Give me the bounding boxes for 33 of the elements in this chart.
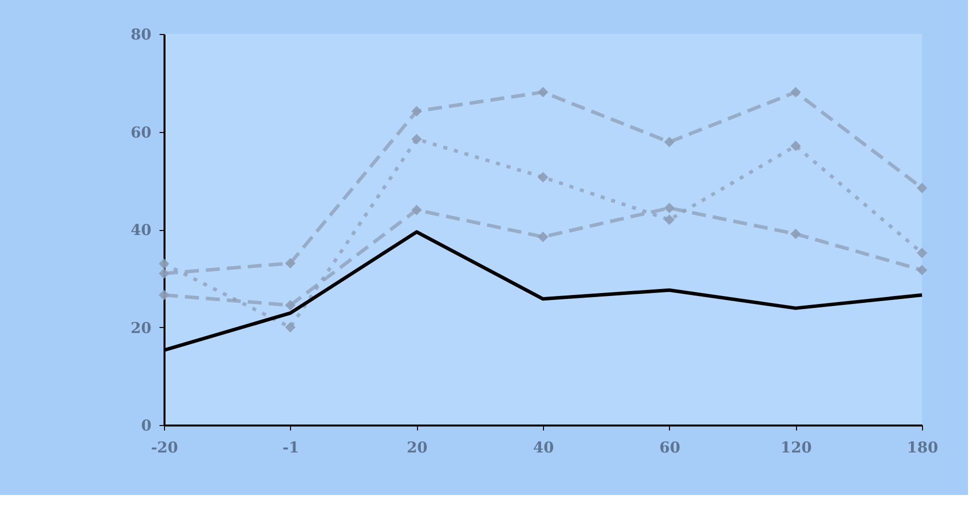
x-tick-label: 120 — [780, 438, 812, 456]
x-tick-label: -1 — [282, 438, 300, 456]
y-tick-label: 60 — [130, 123, 152, 142]
point — [411, 134, 422, 144]
point — [158, 258, 170, 269]
point — [158, 290, 170, 300]
point — [538, 86, 548, 98]
point — [411, 106, 422, 116]
point — [664, 202, 675, 214]
x-tick-label: 20 — [406, 438, 428, 456]
y-tick-label: 40 — [130, 221, 152, 239]
x-tick-label: 40 — [533, 438, 554, 456]
point — [790, 228, 801, 240]
y-tick-label: 20 — [130, 318, 152, 337]
point — [916, 248, 928, 258]
point — [664, 214, 675, 225]
point — [916, 264, 928, 276]
point — [538, 232, 548, 242]
point — [158, 268, 170, 279]
point — [790, 140, 801, 152]
point — [916, 182, 928, 194]
point — [285, 322, 296, 332]
x-tick-label: 60 — [659, 438, 680, 456]
point — [285, 258, 296, 268]
point — [538, 172, 548, 182]
x-tick-label: -20 — [150, 438, 178, 456]
point — [411, 204, 422, 216]
point — [790, 86, 801, 98]
y-tick-label: 80 — [130, 26, 152, 44]
point — [664, 136, 675, 148]
y-tick-label: 0 — [141, 416, 152, 434]
x-tick-label: 180 — [906, 438, 938, 456]
point — [285, 300, 296, 310]
